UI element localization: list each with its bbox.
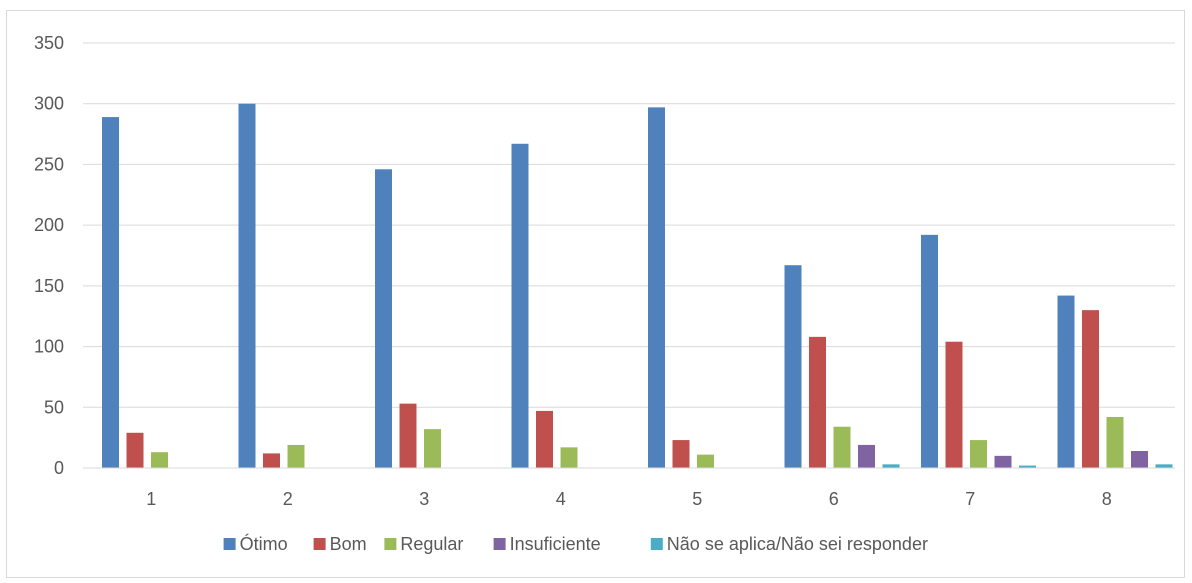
y-axis-tick-labels: 0 50 100 150 200 250 300 350 [34,33,64,478]
x-tick-label: 1 [146,489,156,509]
bar--timo-cat-1 [102,117,119,468]
y-tick-label: 50 [44,397,64,417]
bar-regular-cat-6 [834,427,851,468]
legend-item: Insuficiente [494,534,601,554]
bar--timo-cat-8 [1058,296,1075,468]
bar-bom-cat-5 [673,440,690,468]
y-tick-label: 0 [54,458,64,478]
bar-insuficiente-cat-7 [995,456,1012,468]
bar--timo-cat-2 [239,104,256,468]
x-tick-label: 6 [829,489,839,509]
legend-label: Insuficiente [510,534,601,554]
x-tick-label: 3 [419,489,429,509]
y-tick-label: 100 [34,337,64,357]
bar-regular-cat-2 [288,445,305,468]
y-tick-label: 200 [34,215,64,235]
bar--timo-cat-3 [375,169,392,468]
bar-regular-cat-8 [1107,417,1124,468]
x-tick-label: 8 [1102,489,1112,509]
y-tick-label: 300 [34,94,64,114]
x-axis-tick-labels: 1 2 3 4 5 6 7 8 [146,489,1112,509]
bar-bom-cat-7 [946,342,963,468]
legend-label: Ótimo [240,533,288,554]
bar--timo-cat-7 [921,235,938,468]
legend-item: Bom [314,534,367,554]
bar-bom-cat-8 [1082,310,1099,468]
bar-insuficiente-cat-6 [858,445,875,468]
legend-label: Regular [400,534,463,554]
bar--timo-cat-4 [512,144,529,468]
bar-insuficiente-cat-8 [1131,451,1148,468]
legend-swatch [224,538,236,550]
legend-label: Bom [330,534,367,554]
legend-item: Ótimo [224,533,288,554]
bar-n-o-se-aplica-n-o-sei-responder-cat-6 [883,464,900,468]
bar--timo-cat-6 [785,265,802,468]
bar-regular-cat-5 [697,455,714,468]
x-tick-label: 5 [692,489,702,509]
legend-swatch [314,538,326,550]
legend-item: Não se aplica/Não sei responder [651,534,928,554]
x-tick-label: 2 [283,489,293,509]
y-tick-label: 150 [34,276,64,296]
y-tick-label: 250 [34,154,64,174]
legend-swatch [651,538,663,550]
legend-swatch [494,538,506,550]
bar-bom-cat-4 [536,411,553,468]
legend-item: Regular [384,534,463,554]
bar-bom-cat-3 [400,404,417,468]
bar-regular-cat-3 [424,429,441,468]
bar-regular-cat-4 [561,447,578,468]
bar-regular-cat-7 [970,440,987,468]
bar-regular-cat-1 [151,452,168,468]
legend: Ótimo Bom Regular Insuficiente Não se aplica… [224,533,928,554]
y-tick-label: 350 [34,33,64,53]
x-tick-label: 4 [556,489,566,509]
bar-bom-cat-1 [127,433,144,468]
bar-n-o-se-aplica-n-o-sei-responder-cat-8 [1156,464,1173,468]
bar-bom-cat-6 [809,337,826,468]
legend-label: Não se aplica/Não sei responder [667,534,928,554]
legend-swatch [384,538,396,550]
bar--timo-cat-5 [648,107,665,468]
x-tick-label: 7 [965,489,975,509]
bar-bom-cat-2 [263,453,280,468]
